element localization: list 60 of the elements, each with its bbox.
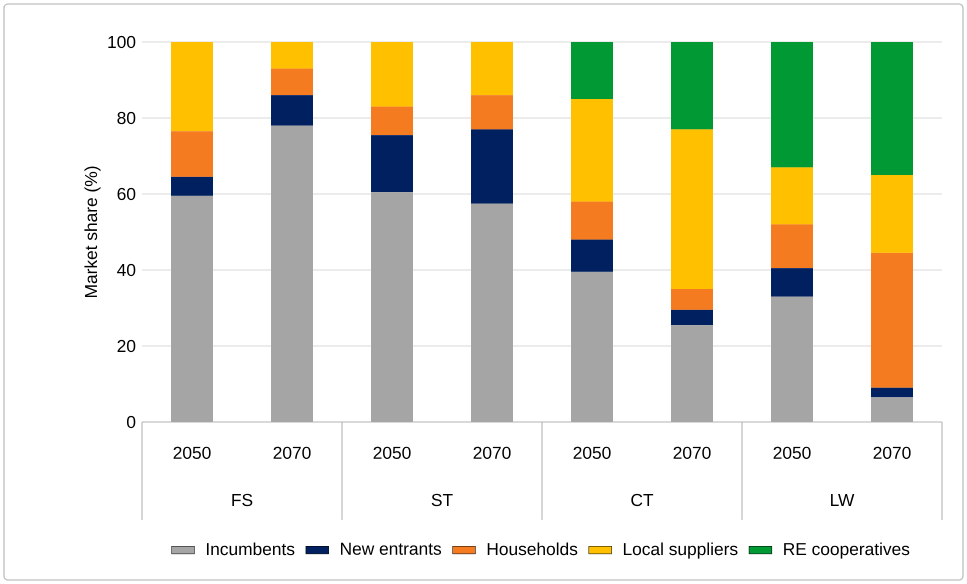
y-tick-label: 80 [117, 112, 136, 124]
bar [671, 42, 714, 130]
bar [371, 192, 414, 422]
x-tick-label: 2050 [574, 446, 611, 459]
legend-label: Households [488, 542, 578, 556]
bar [271, 42, 314, 69]
y-tick-label: 0 [126, 416, 136, 428]
bar [571, 98, 614, 202]
legend-label: Incumbents [206, 542, 294, 556]
bar [771, 268, 814, 297]
bar [871, 388, 913, 398]
bar [671, 288, 714, 310]
bar [271, 126, 314, 422]
x-tick-label: 2050 [174, 446, 211, 459]
bar [771, 167, 814, 224]
bar [371, 135, 414, 192]
bar [871, 174, 913, 253]
bar [571, 202, 614, 240]
y-tick-label: 40 [117, 264, 136, 276]
bar [571, 272, 614, 422]
bar [871, 252, 913, 388]
x-tick-label: 2070 [474, 446, 511, 459]
y-axis-title: Market share (%) [84, 166, 101, 298]
bar [571, 42, 614, 99]
text: FS [232, 494, 252, 506]
text: LW [831, 494, 854, 506]
bar [771, 224, 814, 268]
bar [471, 42, 514, 96]
legend-label: Local suppliers [624, 542, 738, 559]
bar [771, 296, 814, 422]
bar [871, 42, 913, 175]
legend-label: RE cooperatives [784, 542, 910, 559]
text: CT [631, 494, 654, 506]
y-tick-label: 100 [108, 36, 136, 48]
bar [671, 129, 714, 289]
y-tick-label: 20 [118, 340, 136, 352]
bar [371, 42, 414, 107]
bar [471, 95, 514, 130]
bar [271, 95, 314, 126]
x-tick-label: 2070 [674, 446, 711, 459]
x-tick-label: 2070 [274, 446, 311, 459]
bar [171, 42, 214, 132]
bar [371, 106, 414, 136]
bar [771, 42, 814, 168]
x-tick-label: 2070 [874, 446, 911, 459]
bar [871, 397, 913, 422]
bar [271, 68, 314, 96]
bar [171, 131, 214, 177]
bar [471, 203, 514, 422]
text: ST [432, 494, 453, 506]
bar [671, 310, 714, 326]
y-tick-label: 60 [118, 188, 136, 200]
bar [171, 176, 214, 196]
bar [671, 325, 714, 422]
bar [571, 240, 614, 272]
x-tick-label: 2050 [374, 446, 411, 459]
bar [171, 196, 214, 422]
x-tick-label: 2050 [774, 446, 811, 459]
bar [471, 129, 514, 204]
legend-label: New entrants [341, 542, 442, 555]
